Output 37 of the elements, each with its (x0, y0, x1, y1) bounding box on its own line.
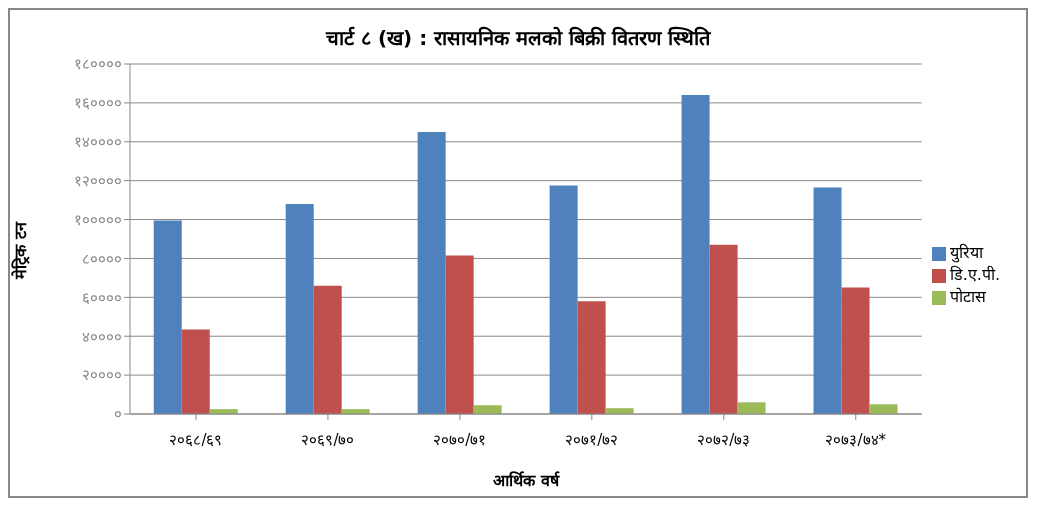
y-tick-label: ६०००० (82, 288, 122, 307)
bar (681, 95, 710, 414)
bar (473, 405, 502, 414)
bar (313, 285, 342, 414)
y-tick-label: ४०००० (82, 327, 122, 346)
y-tick-label: १६०००० (74, 94, 122, 113)
bar (445, 255, 474, 414)
x-axis-title: आर्थिक वर्ष (493, 471, 560, 490)
bar (153, 220, 182, 414)
bar (181, 329, 210, 414)
legend-label: डि.ए.पी. (949, 265, 1000, 284)
y-tick-label: १४०००० (74, 133, 122, 152)
y-tick-label: २०००० (82, 366, 122, 385)
bar (869, 404, 898, 414)
x-tick-label: २०६९/७० (301, 430, 355, 449)
bar (737, 402, 766, 414)
legend-label: युरिया (949, 243, 983, 262)
bar (549, 185, 578, 414)
y-tick-label: १२०००० (74, 171, 122, 190)
bar (841, 287, 870, 414)
bar (285, 204, 314, 414)
x-tick-label: २०७१/७२ (565, 430, 619, 449)
x-tick-label: २०७३/७४* (825, 430, 887, 449)
legend-label: पोटास (949, 287, 986, 306)
x-tick-label: २०७२/७३ (697, 430, 751, 449)
bar (577, 301, 606, 414)
y-axis-title: मेट्रिक टन (10, 221, 30, 280)
bar (417, 132, 446, 414)
y-tick-label: १००००० (74, 210, 122, 229)
y-tick-label: ८०००० (82, 249, 122, 268)
chart-title: चार्ट ८ (ख) : रासायनिक मलको बिक्री वितरण स्थिति (324, 25, 712, 52)
y-tick-label: १८०००० (74, 55, 122, 74)
x-tick-label: २०७०/७१ (433, 430, 487, 449)
bar (709, 244, 738, 414)
x-tick-label: २०६८/६९ (169, 430, 223, 449)
y-tick-label: ० (114, 405, 122, 424)
bar (813, 187, 842, 414)
